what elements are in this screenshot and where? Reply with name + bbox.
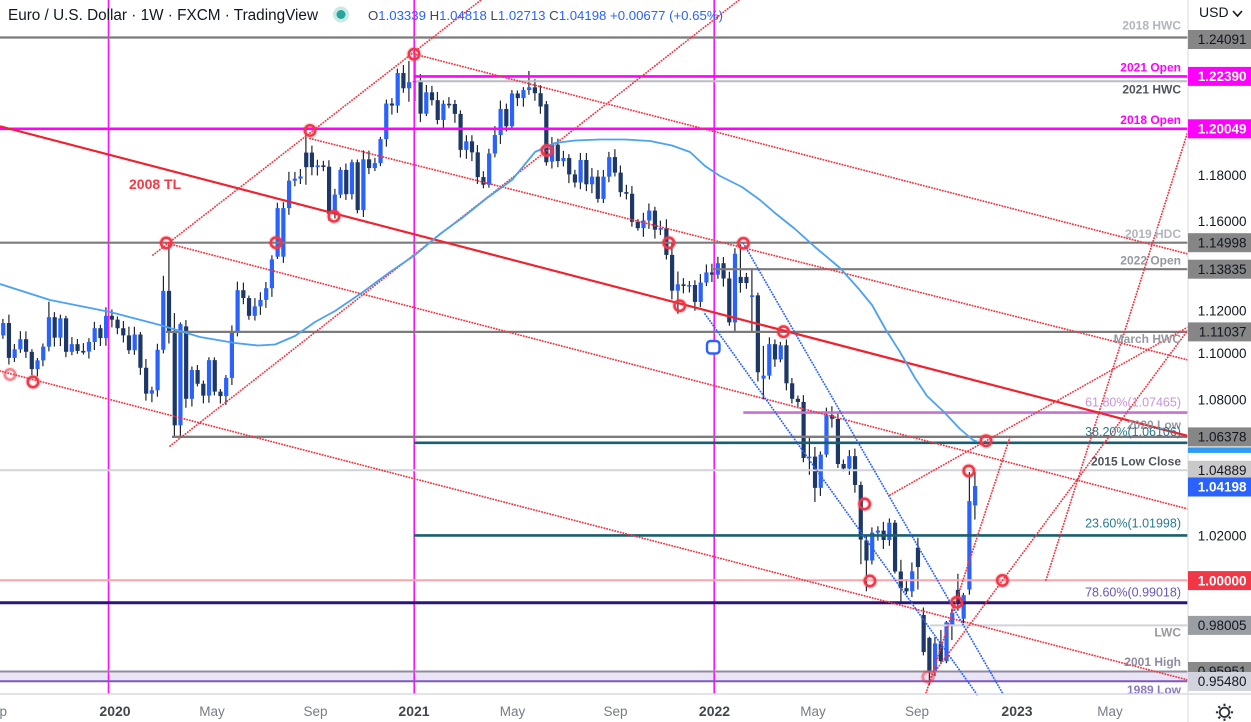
svg-text:1.20049: 1.20049 — [1198, 122, 1247, 137]
svg-text:61.80%(1.07465): 61.80%(1.07465) — [1085, 396, 1181, 410]
svg-text:1.12000: 1.12000 — [1198, 304, 1247, 319]
svg-text:2023: 2023 — [1001, 703, 1032, 719]
svg-text:May: May — [199, 704, 225, 719]
svg-text:Sep: Sep — [303, 704, 327, 719]
svg-text:1.24091: 1.24091 — [1198, 32, 1247, 47]
svg-text:2019 HDC: 2019 HDC — [1125, 227, 1181, 241]
svg-text:2001 High: 2001 High — [1124, 655, 1181, 669]
svg-text:LWC: LWC — [1154, 626, 1181, 640]
svg-text:Sep: Sep — [603, 704, 627, 719]
svg-text:78.60%(0.99018): 78.60%(0.99018) — [1085, 586, 1181, 600]
svg-text:2022: 2022 — [699, 703, 730, 719]
svg-text:2020 Low: 2020 Low — [1127, 418, 1182, 432]
svg-text:38.20%(1.06106): 38.20%(1.06106) — [1085, 425, 1181, 439]
svg-text:1.10000: 1.10000 — [1198, 346, 1247, 361]
svg-text:1.11037: 1.11037 — [1199, 325, 1247, 340]
svg-text:1.13835: 1.13835 — [1198, 262, 1247, 277]
svg-text:1.04198: 1.04198 — [1198, 480, 1247, 495]
svg-text:1.04889: 1.04889 — [1198, 463, 1247, 478]
svg-text:2015 Low Close: 2015 Low Close — [1091, 455, 1181, 469]
svg-text:2022 Open: 2022 Open — [1120, 254, 1181, 268]
svg-text:2021 HWC: 2021 HWC — [1122, 83, 1181, 97]
svg-text:2018 HWC: 2018 HWC — [1122, 19, 1181, 33]
svg-text:1989 Low: 1989 Low — [1127, 683, 1182, 697]
svg-text:Euro / U.S. Dollar · 1W · FXCM: Euro / U.S. Dollar · 1W · FXCM · Trading… — [8, 7, 319, 24]
svg-text:May: May — [500, 704, 526, 719]
svg-text:2020: 2020 — [99, 703, 130, 719]
svg-text:1.06378: 1.06378 — [1198, 430, 1247, 445]
svg-text:23.60%(1.01998): 23.60%(1.01998) — [1085, 517, 1181, 531]
svg-text:0.98005: 0.98005 — [1198, 618, 1247, 633]
svg-text:Sep: Sep — [905, 704, 929, 719]
svg-text:1.22390: 1.22390 — [1198, 69, 1247, 84]
svg-text:1.02000: 1.02000 — [1198, 529, 1247, 544]
svg-text:USD: USD — [1199, 4, 1229, 20]
svg-text:0.95480: 0.95480 — [1198, 674, 1247, 689]
svg-text:Sep: Sep — [0, 704, 7, 719]
svg-text:O1.03339 H1.04818 L1.02713 C1.: O1.03339 H1.04818 L1.02713 C1.04198 +0.0… — [368, 8, 723, 23]
svg-text:1.16000: 1.16000 — [1198, 214, 1247, 229]
svg-text:1.08000: 1.08000 — [1198, 393, 1247, 408]
svg-text:2021: 2021 — [398, 703, 429, 719]
svg-text:2021 Open: 2021 Open — [1120, 61, 1181, 75]
svg-text:1.14998: 1.14998 — [1198, 235, 1247, 250]
svg-text:1.18000: 1.18000 — [1198, 168, 1247, 183]
svg-text:2008 TL: 2008 TL — [129, 176, 182, 192]
svg-text:May: May — [800, 704, 826, 719]
svg-text:March HWC: March HWC — [1114, 332, 1182, 346]
svg-text:May: May — [1097, 704, 1123, 719]
svg-text:2018 Open: 2018 Open — [1120, 113, 1181, 127]
svg-text:1.00000: 1.00000 — [1198, 573, 1247, 588]
